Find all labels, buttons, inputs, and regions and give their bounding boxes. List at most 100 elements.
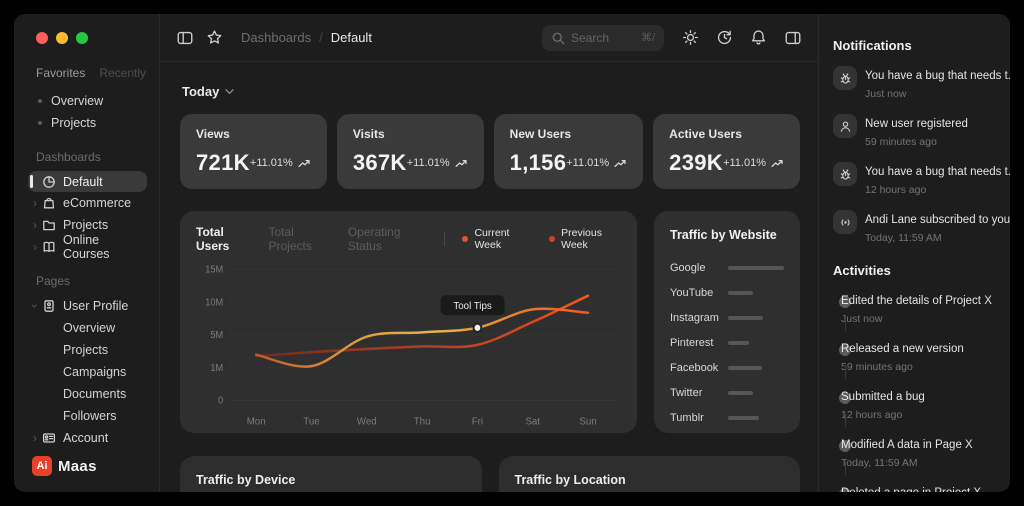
legend-dot-current: [462, 236, 468, 242]
search-input[interactable]: [571, 31, 629, 45]
timestamp: 59 minutes ago: [841, 361, 964, 373]
sidebar-subitem-overview[interactable]: Overview: [28, 317, 149, 339]
traffic-row-pinterest[interactable]: Pinterest: [670, 330, 784, 355]
traffic-row-twitter[interactable]: Twitter: [670, 380, 784, 405]
activity-item[interactable]: Submitted a bug12 hours ago: [833, 387, 998, 421]
chevron-down-icon: ›: [29, 299, 41, 313]
traffic-row-google[interactable]: Google: [670, 255, 784, 280]
bug-icon: [833, 162, 857, 186]
notification-item[interactable]: New user registered59 minutes ago: [833, 114, 998, 148]
stat-card-visits[interactable]: Visits 367K +11.01%: [337, 114, 484, 189]
sidebar-item-online-courses[interactable]: › Online Courses: [28, 236, 149, 258]
sidebar-item-default[interactable]: Default: [28, 171, 147, 192]
chart-tooltip: Tool Tips: [441, 295, 505, 332]
activity-item[interactable]: Edited the details of Project XJust now: [833, 291, 998, 325]
search-icon: [551, 31, 565, 45]
sidebar-item-account[interactable]: › Account: [28, 427, 149, 449]
activity-item[interactable]: Modified A data in Page XToday, 11:59 AM: [833, 435, 998, 469]
toggle-left-sidebar-button[interactable]: [176, 29, 194, 47]
chevron-right-icon: ›: [28, 432, 42, 444]
activity-item[interactable]: Released a new version59 minutes ago: [833, 339, 998, 373]
zoom-window-button[interactable]: [76, 32, 88, 44]
toggle-right-sidebar-button[interactable]: [784, 29, 802, 47]
chevron-right-icon: ›: [28, 197, 42, 209]
id-badge-icon: [42, 299, 57, 314]
sidebar-subitem-campaigns[interactable]: Campaigns: [28, 361, 149, 383]
sidebar-item-user-profile[interactable]: › User Profile: [28, 295, 149, 317]
tab-recently[interactable]: Recently: [99, 66, 146, 80]
tab-favorites[interactable]: Favorites: [36, 66, 85, 80]
notifications-bell-icon[interactable]: [750, 29, 767, 46]
sidebar-item-overview[interactable]: Overview: [28, 90, 149, 112]
traffic-bar: [728, 291, 753, 295]
sidebar-item-label: Account: [63, 431, 108, 445]
line-chart[interactable]: 01M5M10M15MMonTueWedThuFriSatSun Tool Ti…: [196, 259, 623, 433]
minimize-window-button[interactable]: [56, 32, 68, 44]
svg-text:15M: 15M: [205, 264, 223, 275]
breadcrumb-dashboards[interactable]: Dashboards: [241, 30, 311, 45]
breadcrumb: Dashboards / Default: [241, 30, 372, 45]
notification-item[interactable]: Andi Lane subscribed to youToday, 11:59 …: [833, 210, 998, 244]
favorite-star-button[interactable]: [206, 29, 223, 46]
bullet-icon: [38, 99, 42, 103]
notification-item[interactable]: You have a bug that needs t...12 hours a…: [833, 162, 998, 196]
stat-value: 721K: [196, 150, 250, 176]
stat-value: 239K: [669, 150, 723, 176]
traffic-row-instagram[interactable]: Instagram: [670, 305, 784, 330]
sidebar-item-projects[interactable]: Projects: [28, 112, 149, 134]
chevron-right-icon: ›: [28, 241, 42, 253]
traffic-bar: [728, 266, 784, 270]
traffic-bar: [728, 391, 753, 395]
chart-legend: Current Week Previous Week: [462, 227, 623, 251]
theme-toggle-sun-icon[interactable]: [682, 29, 699, 46]
trend-up-icon: [614, 159, 627, 168]
close-window-button[interactable]: [36, 32, 48, 44]
timestamp: Just now: [865, 88, 998, 100]
sidebar-subitem-followers[interactable]: Followers: [28, 405, 149, 427]
traffic-by-device-card: Traffic by Device: [180, 456, 482, 492]
sidebar-item-label: Projects: [63, 218, 108, 232]
history-icon[interactable]: [716, 29, 733, 46]
traffic-row-tumblr[interactable]: Tumblr: [670, 405, 784, 430]
traffic-website-title: Traffic by Website: [670, 228, 784, 242]
tab-operating-status[interactable]: Operating Status: [348, 225, 430, 253]
main-area: Dashboards / Default ⌘/: [160, 14, 818, 492]
timestamp: Just now: [841, 313, 992, 325]
breadcrumb-default[interactable]: Default: [331, 30, 372, 45]
svg-text:Tool Tips: Tool Tips: [453, 301, 491, 312]
sidebar-subitem-documents[interactable]: Documents: [28, 383, 149, 405]
activity-item[interactable]: Deleted a page in Project XFeb 2, 2023: [833, 483, 998, 492]
search-shortcut: ⌘/: [641, 31, 655, 44]
sidebar-item-ecommerce[interactable]: › eCommerce: [28, 192, 149, 214]
sidebar-item-label: User Profile: [63, 299, 128, 313]
tab-total-projects[interactable]: Total Projects: [268, 225, 333, 253]
stat-card-active-users[interactable]: Active Users 239K +11.01%: [653, 114, 800, 189]
svg-text:Wed: Wed: [357, 416, 377, 427]
svg-text:Sat: Sat: [525, 416, 540, 427]
search-box[interactable]: ⌘/: [542, 25, 664, 51]
traffic-row-youtube[interactable]: YouTube: [670, 280, 784, 305]
sidebar-item-label: Overview: [51, 94, 103, 108]
sidebar-item-label: Projects: [51, 116, 96, 130]
traffic-row-facebook[interactable]: Facebook: [670, 355, 784, 380]
window-controls: [28, 32, 149, 44]
chevron-down-icon: [225, 89, 234, 95]
timestamp: 12 hours ago: [865, 184, 998, 196]
legend-dot-previous: [549, 236, 555, 242]
left-sidebar: Favorites Recently Overview Projects Das…: [14, 14, 160, 492]
favorites-list: Overview Projects: [28, 90, 149, 134]
topbar: Dashboards / Default ⌘/: [160, 14, 818, 62]
stat-card-new-users[interactable]: New Users 1,156 +11.01%: [494, 114, 643, 189]
traffic-by-location-card: Traffic by Location: [499, 456, 801, 492]
chevron-right-icon: ›: [28, 219, 42, 231]
notification-item[interactable]: You have a bug that needs t...Just now: [833, 66, 998, 100]
period-dropdown[interactable]: Today: [182, 84, 800, 99]
tab-total-users[interactable]: Total Users: [196, 225, 254, 253]
traffic-bar: [728, 316, 763, 320]
traffic-bar: [728, 341, 749, 345]
section-label-pages: Pages: [36, 274, 149, 288]
stat-card-views[interactable]: Views 721K +11.01%: [180, 114, 327, 189]
sidebar-subitem-projects[interactable]: Projects: [28, 339, 149, 361]
notifications-title: Notifications: [833, 38, 998, 53]
app-window: Favorites Recently Overview Projects Das…: [14, 14, 1010, 492]
